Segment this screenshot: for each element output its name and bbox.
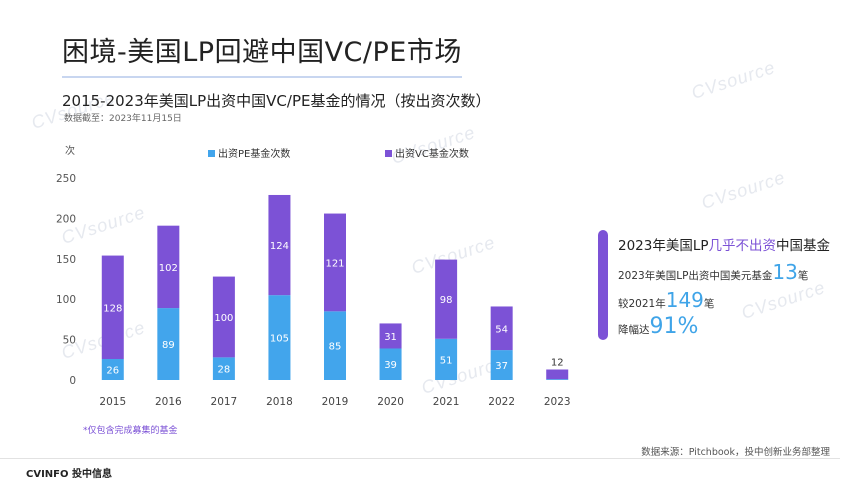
title-underline bbox=[62, 76, 462, 78]
callout-line1-value: 13 bbox=[772, 260, 798, 284]
data-label-vc: 124 bbox=[270, 241, 289, 252]
x-tick-label: 2019 bbox=[322, 396, 349, 408]
legend-swatch bbox=[208, 150, 215, 157]
data-label-pe: 51 bbox=[440, 355, 453, 366]
x-tick-label: 2018 bbox=[266, 396, 293, 408]
bar-segment bbox=[546, 369, 569, 380]
brand-logo: CVINFO 投中信息 bbox=[26, 469, 112, 480]
watermark: CVsource bbox=[698, 167, 788, 213]
legend-label: 出资PE基金次数 bbox=[218, 147, 290, 160]
callout-line2-text: 较2021年 bbox=[618, 298, 666, 310]
bar-segment bbox=[435, 259, 458, 339]
x-tick-label: 2016 bbox=[155, 396, 182, 408]
legend-label: 出资VC基金次数 bbox=[395, 147, 469, 160]
watermark: CVsource bbox=[688, 57, 778, 103]
data-label-vc: 128 bbox=[103, 303, 122, 314]
data-label-pe: 85 bbox=[329, 342, 342, 353]
callout-line1-text: 2023年美国LP出资中国美元基金 bbox=[618, 270, 773, 282]
bar-segment bbox=[157, 308, 180, 380]
data-label-pe: 89 bbox=[162, 340, 175, 351]
x-tick-label: 2015 bbox=[99, 396, 126, 408]
data-label-vc: 102 bbox=[159, 263, 178, 274]
data-label-pe: 105 bbox=[270, 334, 289, 345]
bar-segment bbox=[157, 225, 180, 309]
y-tick-label: 50 bbox=[63, 335, 76, 347]
bar-segment bbox=[212, 357, 235, 380]
x-tick-label: 2020 bbox=[377, 396, 404, 408]
data-label-pe: 26 bbox=[106, 365, 119, 376]
data-source: 数据来源：Pitchbook，投中创新业务部整理 bbox=[641, 447, 830, 458]
bar-segment bbox=[324, 311, 346, 380]
page-title: 困境-美国LP回避中国VC/PE市场 bbox=[62, 37, 462, 68]
y-tick-label: 0 bbox=[69, 375, 76, 387]
bar-segment bbox=[490, 306, 513, 351]
bar-segment bbox=[379, 323, 402, 349]
as-of-date: 数据截至：2023年11月15日 bbox=[64, 114, 182, 124]
callout-line3-value: 91% bbox=[649, 314, 699, 339]
data-label-vc: 100 bbox=[214, 313, 233, 324]
chart-subtitle: 2015-2023年美国LP出资中国VC/PE基金的情况（按出资次数） bbox=[62, 92, 491, 110]
data-label-pe: 28 bbox=[218, 365, 231, 376]
x-tick-label: 2023 bbox=[544, 396, 571, 408]
data-label-pe: 37 bbox=[495, 361, 508, 372]
bar-segment bbox=[268, 295, 291, 380]
callout-line-1: 2023年美国LP出资中国美元基金13笔 bbox=[618, 260, 808, 284]
y-axis-label: 次 bbox=[65, 144, 75, 157]
y-tick-label: 150 bbox=[56, 254, 76, 266]
data-label-vc: 121 bbox=[325, 258, 344, 269]
callout-title: 2023年美国LP几乎不出资中国基金 bbox=[618, 234, 830, 254]
legend-swatch bbox=[385, 150, 392, 157]
bar-segment bbox=[546, 379, 569, 380]
bar-segment bbox=[379, 348, 402, 380]
callout-accent-bar bbox=[598, 230, 608, 340]
bar-segment bbox=[435, 338, 458, 380]
callout-title-pre: 2023年美国LP bbox=[618, 238, 709, 254]
bar-segment bbox=[212, 276, 235, 358]
bar-segment bbox=[101, 358, 124, 380]
data-label-vc: 54 bbox=[495, 324, 508, 335]
bar-segment bbox=[490, 350, 513, 380]
y-tick-label: 100 bbox=[56, 294, 76, 306]
x-tick-label: 2021 bbox=[433, 396, 460, 408]
data-label-vc: 31 bbox=[384, 332, 397, 343]
bar-segment bbox=[101, 255, 124, 359]
callout-title-post: 中国基金 bbox=[776, 238, 831, 254]
bar-segment bbox=[324, 213, 346, 312]
callout-line2-value: 149 bbox=[665, 288, 704, 312]
y-tick-label: 250 bbox=[56, 173, 76, 185]
footnote: *仅包含完成募集的基金 bbox=[83, 426, 178, 436]
y-tick-label: 200 bbox=[56, 213, 76, 225]
bar-segment bbox=[268, 194, 291, 296]
callout-title-highlight: 几乎不出资 bbox=[708, 238, 777, 254]
x-tick-label: 2022 bbox=[488, 396, 515, 408]
callout-line-2: 较2021年149笔 bbox=[618, 288, 714, 312]
x-tick-label: 2017 bbox=[211, 396, 238, 408]
data-label-vc: 12 bbox=[551, 357, 564, 368]
footer-divider bbox=[0, 458, 840, 459]
callout-line-3: 降幅达91% bbox=[618, 314, 698, 339]
data-label-vc: 98 bbox=[440, 295, 453, 306]
callout-line2-unit: 笔 bbox=[703, 298, 715, 310]
callout-line1-unit: 笔 bbox=[797, 270, 809, 282]
callout-line3-text: 降幅达 bbox=[618, 324, 650, 336]
callout-box: 2023年美国LP几乎不出资中国基金 2023年美国LP出资中国美元基金13笔 … bbox=[598, 230, 848, 340]
data-label-pe: 39 bbox=[384, 360, 397, 371]
data-label-pe: 1 bbox=[554, 380, 560, 391]
